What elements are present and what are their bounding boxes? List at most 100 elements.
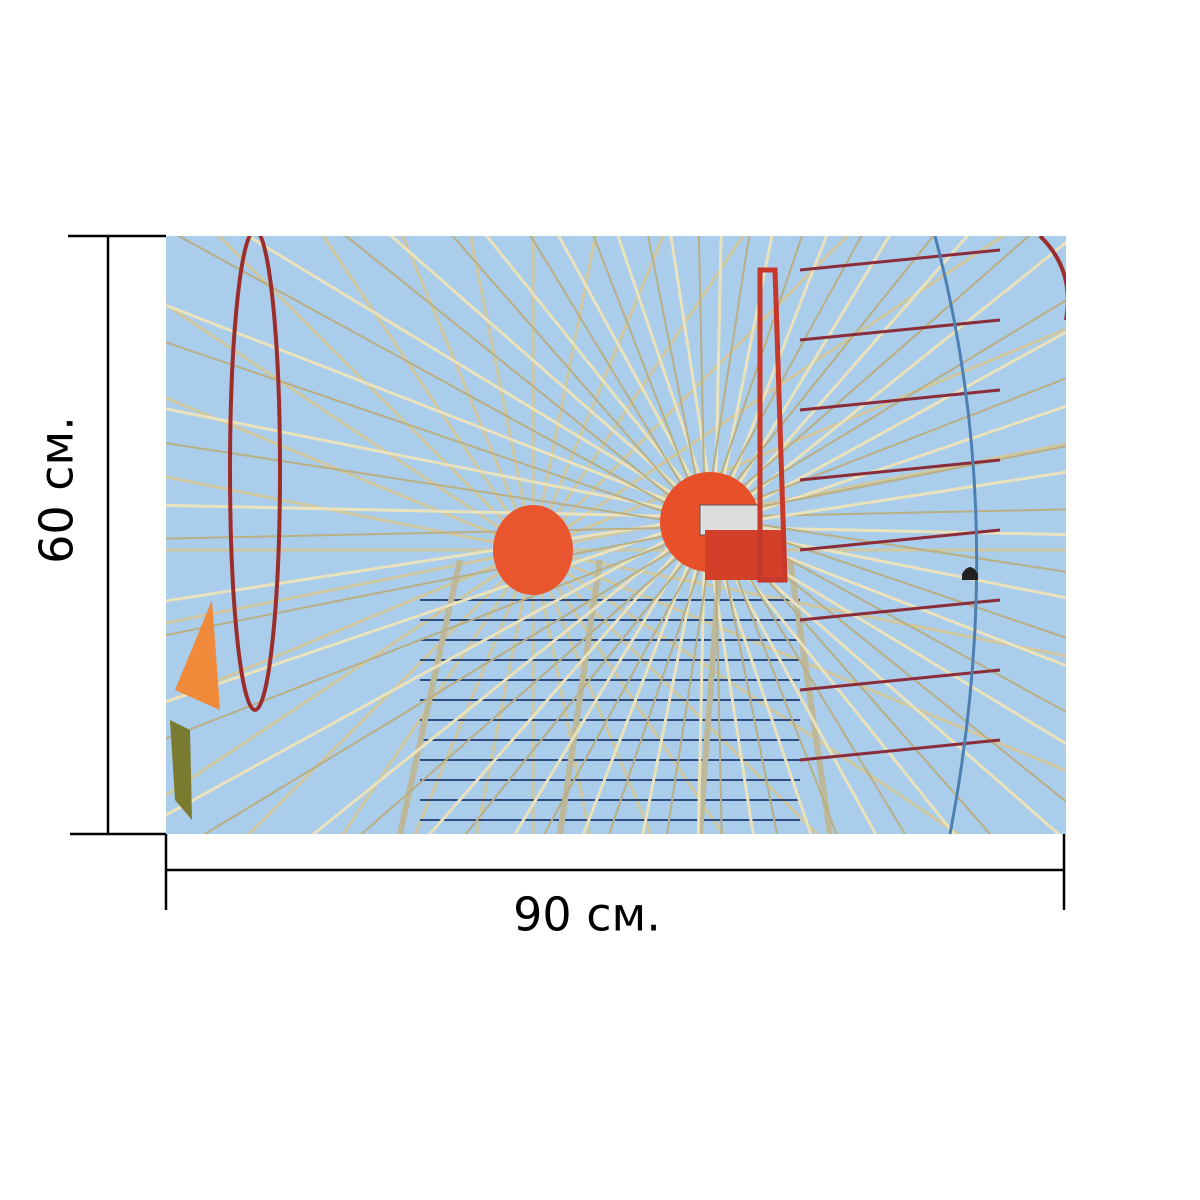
spoke bbox=[166, 515, 710, 603]
spoke bbox=[706, 299, 1066, 519]
spoke bbox=[469, 236, 535, 551]
spoke bbox=[712, 240, 1066, 527]
spoke bbox=[714, 521, 723, 834]
spoke bbox=[166, 525, 713, 740]
spoke bbox=[712, 236, 970, 527]
spoke bbox=[484, 236, 715, 520]
spoke bbox=[706, 525, 1066, 746]
spoke bbox=[388, 236, 715, 520]
spoke bbox=[712, 516, 1066, 713]
tower-leg bbox=[557, 559, 603, 834]
spoke bbox=[709, 525, 1066, 537]
spoke bbox=[608, 523, 716, 834]
spoke bbox=[529, 236, 707, 526]
spoke bbox=[710, 516, 1066, 573]
spoke bbox=[696, 521, 707, 834]
spoke bbox=[713, 518, 992, 834]
spoke bbox=[360, 525, 714, 834]
flag bbox=[170, 720, 192, 820]
spoke bbox=[710, 470, 1066, 529]
spoke bbox=[708, 525, 1066, 600]
spoke bbox=[166, 341, 709, 528]
spoke bbox=[711, 516, 1066, 639]
spoke bbox=[713, 236, 891, 526]
spoke bbox=[705, 524, 957, 834]
spoke bbox=[245, 236, 714, 519]
spoke bbox=[711, 404, 1066, 529]
spoke bbox=[592, 236, 707, 525]
cross-bar bbox=[799, 248, 1001, 272]
spoke bbox=[166, 516, 709, 817]
spoke bbox=[413, 549, 535, 834]
spoke bbox=[166, 407, 712, 519]
spoke bbox=[703, 523, 813, 834]
spoke bbox=[531, 236, 665, 551]
spoke bbox=[176, 236, 708, 528]
spoke bbox=[713, 520, 779, 834]
spoke bbox=[697, 236, 706, 523]
spoke bbox=[166, 526, 711, 540]
spoke bbox=[166, 303, 713, 519]
spoke bbox=[581, 519, 707, 834]
spoke bbox=[532, 327, 1066, 552]
spoke bbox=[311, 517, 708, 834]
spoke bbox=[713, 236, 774, 524]
spoke bbox=[344, 236, 708, 527]
spoke bbox=[166, 515, 709, 704]
spoke bbox=[531, 549, 653, 834]
spoke bbox=[712, 517, 1066, 803]
spoke bbox=[703, 522, 755, 834]
cross-bar bbox=[799, 738, 1001, 762]
spoke bbox=[531, 549, 592, 834]
spoke bbox=[706, 236, 1031, 519]
spoke bbox=[616, 236, 717, 521]
spoke bbox=[713, 236, 723, 523]
height-label: 60 см. bbox=[30, 416, 84, 564]
spoke bbox=[707, 525, 1066, 668]
spoke bbox=[464, 524, 715, 834]
spoke bbox=[203, 525, 714, 834]
spoke bbox=[166, 442, 710, 528]
height-dimension: 60 см. bbox=[30, 234, 166, 836]
spoke bbox=[711, 330, 1066, 528]
spoke bbox=[705, 524, 1061, 834]
spoke bbox=[708, 445, 1066, 519]
spoke bbox=[166, 475, 534, 552]
width-label: 90 см. bbox=[513, 888, 661, 942]
spoke bbox=[704, 236, 751, 522]
rim bbox=[1038, 236, 1066, 320]
spoke bbox=[543, 524, 716, 834]
spoke bbox=[641, 520, 707, 834]
spoke bbox=[709, 508, 1066, 518]
cross-bar bbox=[799, 528, 1001, 552]
spoke bbox=[669, 236, 717, 522]
bird bbox=[962, 567, 978, 580]
spoke bbox=[166, 548, 534, 704]
spoke bbox=[707, 377, 1066, 519]
spoke bbox=[556, 236, 716, 521]
spoke bbox=[166, 525, 712, 637]
spoke bbox=[166, 503, 711, 519]
spoke bbox=[321, 236, 535, 551]
spoke bbox=[665, 522, 716, 834]
spoke bbox=[341, 549, 535, 834]
spoke bbox=[713, 518, 907, 834]
cross-bar bbox=[799, 668, 1001, 692]
bracket bbox=[757, 267, 788, 583]
spoke bbox=[401, 236, 535, 551]
rim bbox=[933, 236, 979, 834]
cross-bar bbox=[799, 318, 1001, 342]
spoke bbox=[713, 236, 829, 525]
spoke bbox=[451, 236, 707, 526]
spoke bbox=[531, 236, 597, 551]
motor bbox=[705, 530, 785, 580]
rim bbox=[228, 236, 282, 712]
hub bbox=[493, 505, 573, 595]
cross-bar bbox=[799, 598, 1001, 622]
spoke bbox=[531, 236, 850, 552]
spoke bbox=[216, 236, 535, 552]
wheel-front bbox=[166, 236, 1066, 834]
spoke bbox=[427, 517, 708, 834]
width-dimension: 90 см. bbox=[164, 834, 1066, 942]
